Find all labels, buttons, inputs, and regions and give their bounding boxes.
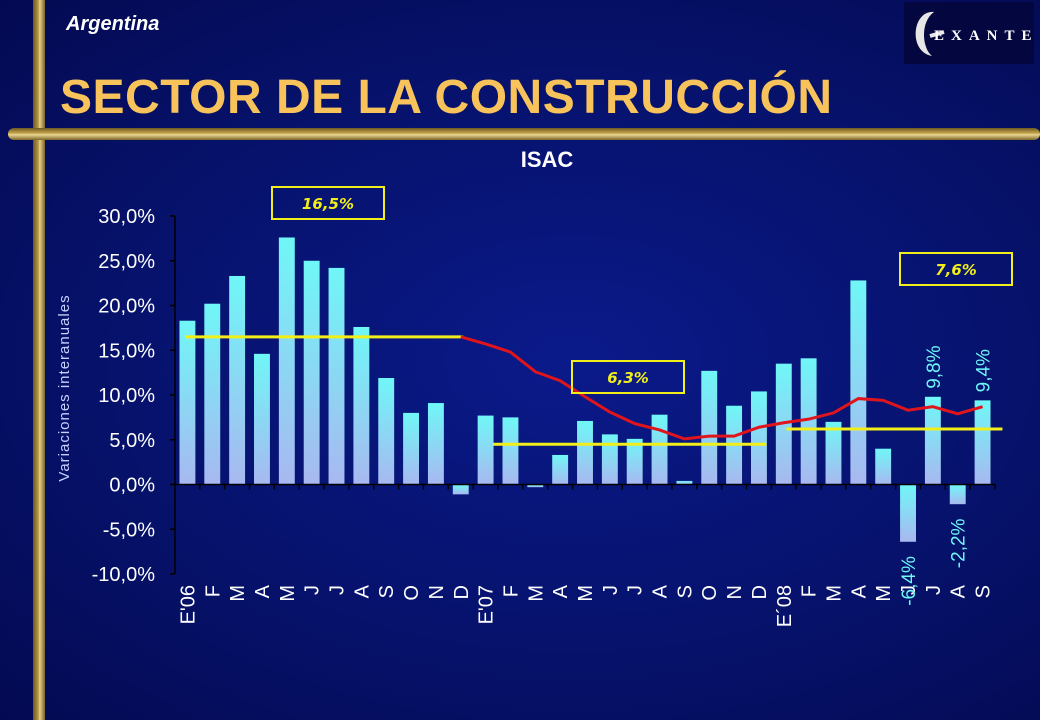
- bar: [750, 391, 767, 485]
- bar: [278, 237, 295, 485]
- x-tick-label: M: [525, 585, 547, 602]
- bar: [303, 260, 320, 485]
- x-tick-label: E'07: [476, 585, 498, 624]
- bar: [924, 396, 941, 485]
- bar: [527, 484, 544, 488]
- x-tick-label: J: [898, 585, 920, 595]
- x-tick-label: S: [674, 585, 696, 598]
- bar: [204, 303, 221, 485]
- x-tick-label: N: [724, 585, 746, 599]
- y-tick-label: 20,0%: [98, 296, 155, 318]
- bar: [353, 326, 370, 485]
- y-tick-label: 5,0%: [109, 430, 155, 452]
- bar: [254, 353, 270, 485]
- x-tick-label: A: [848, 584, 870, 598]
- x-tick-label: A: [550, 584, 572, 598]
- callout-label: 7,6%: [935, 261, 977, 279]
- bar: [601, 434, 618, 485]
- exante-logo-mark: [915, 11, 945, 56]
- y-tick-label: 0,0%: [109, 475, 155, 497]
- trend-line: [460, 335, 983, 441]
- x-tick-label: E'06: [177, 585, 199, 624]
- x-tick-label: M: [575, 585, 597, 602]
- bar: [452, 484, 469, 495]
- x-tick-label: F: [799, 585, 821, 597]
- x-tick-label: M: [277, 585, 299, 602]
- bar: [577, 420, 593, 485]
- bar: [179, 320, 196, 485]
- bar: [900, 484, 916, 542]
- chart-title: ISAC: [521, 147, 574, 172]
- bar: [477, 415, 494, 485]
- x-tick-label: N: [426, 585, 448, 599]
- bar: [427, 403, 444, 485]
- bar: [378, 377, 395, 485]
- x-tick-label: O: [401, 585, 423, 601]
- x-tick-label: S: [973, 585, 995, 598]
- x-tick-label: F: [202, 585, 224, 597]
- callout-box: [899, 252, 1013, 286]
- bar: [974, 400, 991, 485]
- logo-text: EXANTE: [934, 28, 1039, 44]
- y-tick-label: 25,0%: [98, 251, 155, 273]
- bar: [825, 421, 842, 485]
- x-tick-label: A: [650, 584, 672, 598]
- bar: [502, 417, 519, 485]
- y-tick-label: -10,0%: [92, 564, 156, 586]
- value-label: 9,4%: [974, 349, 995, 392]
- bar: [651, 414, 668, 485]
- y-axis-label: Variaciones interanuales: [56, 294, 73, 481]
- callout-box: [571, 360, 685, 394]
- value-label: 9,8%: [924, 345, 945, 388]
- bar: [552, 454, 569, 485]
- x-tick-label: J: [923, 585, 945, 595]
- x-tick-label: M: [227, 585, 249, 602]
- callout-box: [271, 186, 385, 220]
- exante-logo: EXANTE: [904, 2, 1034, 64]
- value-label: -6,4%: [899, 556, 920, 606]
- bar: [328, 267, 345, 485]
- x-tick-label: A: [351, 584, 373, 598]
- country-label: Argentina: [66, 13, 160, 35]
- bar: [850, 280, 867, 485]
- x-tick-label: F: [500, 585, 522, 597]
- x-tick-label: J: [327, 585, 349, 595]
- x-tick-label: E´08: [774, 585, 796, 627]
- value-label: -2,2%: [949, 518, 970, 568]
- x-tick-label: M: [873, 585, 895, 602]
- bar: [626, 438, 643, 485]
- callout-label: 16,5%: [302, 195, 354, 213]
- y-tick-label: 10,0%: [98, 385, 155, 407]
- vertical-gold-rule: [33, 0, 45, 720]
- y-tick-label: 15,0%: [98, 340, 155, 362]
- bar: [949, 484, 966, 505]
- x-tick-label: D: [451, 585, 473, 599]
- bar: [875, 448, 892, 485]
- x-tick-label: J: [600, 585, 622, 595]
- horizontal-gold-rule: [8, 128, 1040, 140]
- x-tick-label: M: [823, 585, 845, 602]
- bar: [676, 480, 693, 485]
- x-tick-label: D: [749, 585, 771, 599]
- y-tick-label: 30,0%: [98, 206, 155, 228]
- callout-label: 6,3%: [607, 369, 649, 387]
- x-tick-label: A: [948, 584, 970, 598]
- page-title: SECTOR DE LA CONSTRUCCIÓN: [60, 71, 833, 124]
- x-tick-label: A: [252, 584, 274, 598]
- x-tick-label: J: [625, 585, 647, 595]
- x-tick-label: J: [302, 585, 324, 595]
- bar: [229, 275, 246, 485]
- bar: [800, 358, 817, 485]
- bar: [701, 370, 718, 485]
- x-tick-label: S: [376, 585, 398, 598]
- bar: [403, 412, 420, 485]
- x-tick-label: O: [699, 585, 721, 601]
- y-tick-label: -5,0%: [103, 519, 155, 541]
